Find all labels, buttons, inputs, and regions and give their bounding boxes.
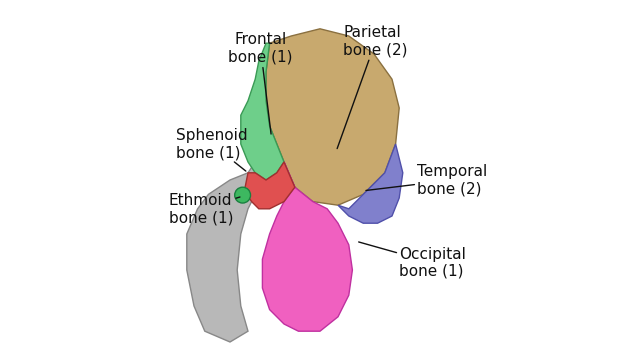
Polygon shape: [241, 43, 284, 180]
Text: Ethmoid
bone (1): Ethmoid bone (1): [169, 193, 240, 225]
Polygon shape: [187, 162, 259, 342]
Text: Sphenoid
bone (1): Sphenoid bone (1): [176, 128, 248, 171]
Text: Parietal
bone (2): Parietal bone (2): [337, 25, 408, 149]
Polygon shape: [262, 162, 353, 331]
Text: Occipital
bone (1): Occipital bone (1): [358, 242, 466, 279]
Polygon shape: [244, 162, 295, 209]
Circle shape: [235, 187, 250, 203]
Text: Temporal
bone (2): Temporal bone (2): [366, 164, 488, 196]
Polygon shape: [266, 29, 399, 205]
Text: Frontal
bone (1): Frontal bone (1): [228, 32, 293, 134]
Polygon shape: [338, 144, 403, 223]
